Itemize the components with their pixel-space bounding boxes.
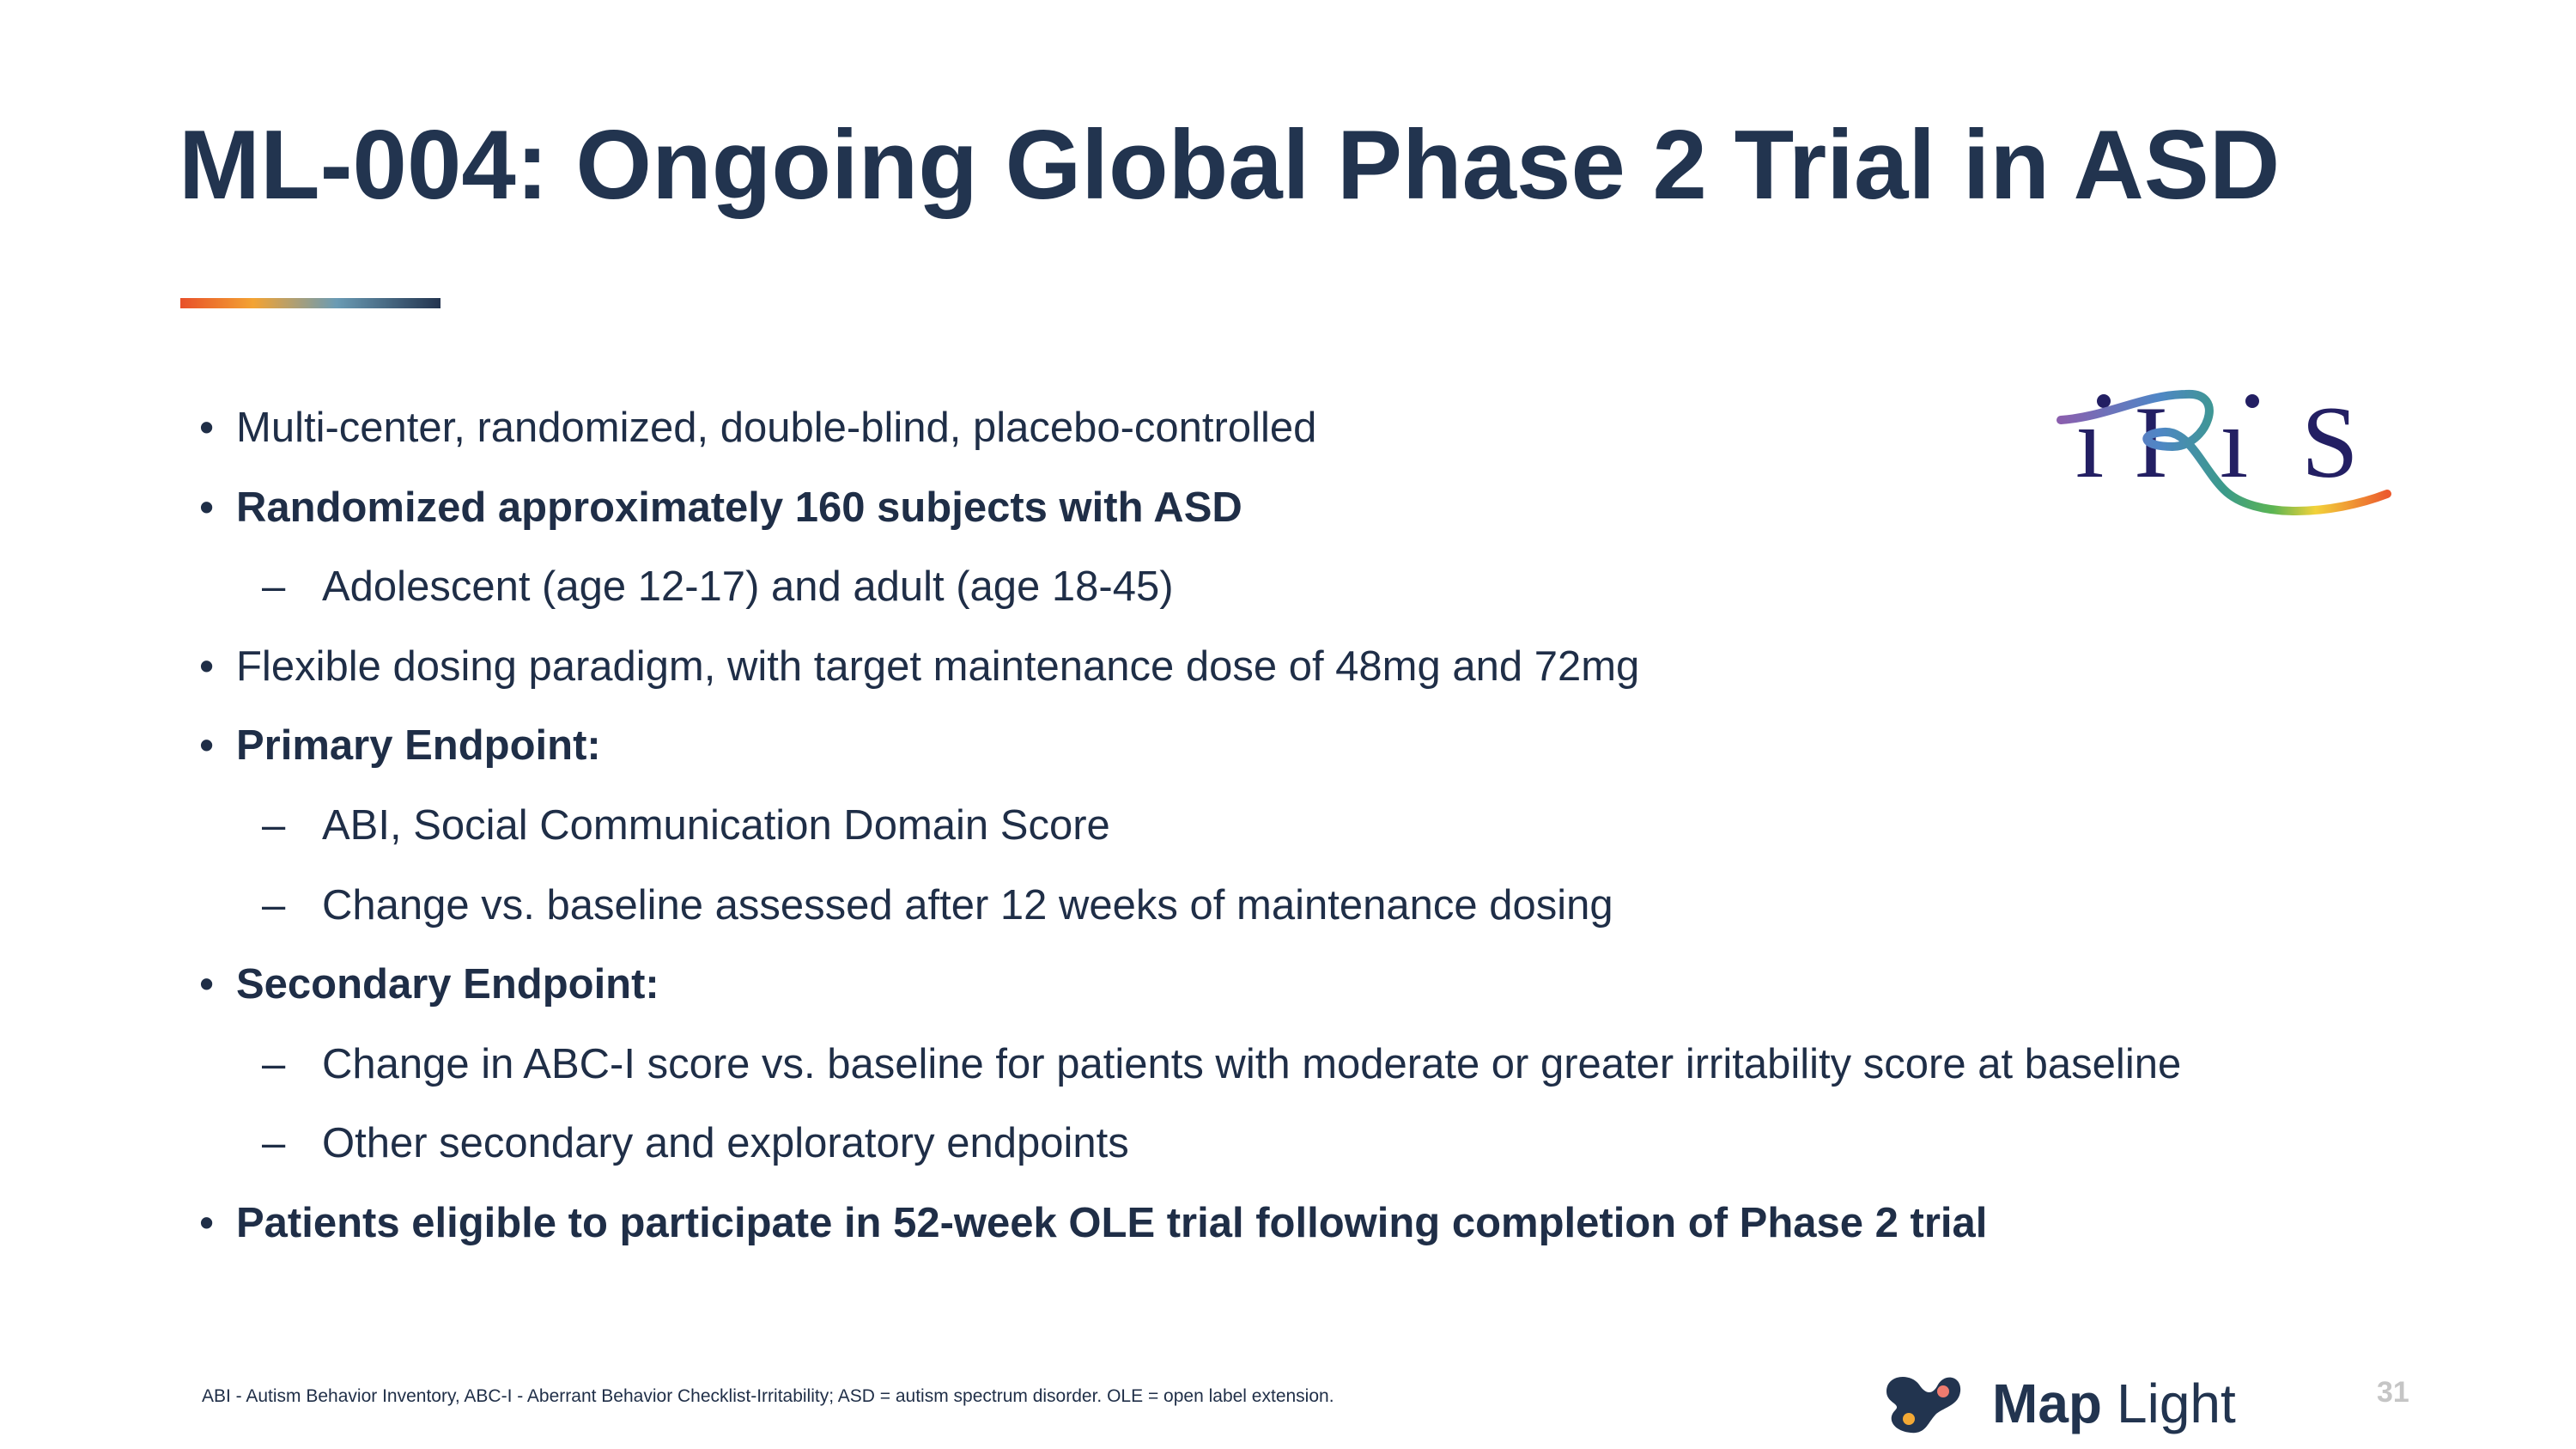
title-accent-bar [180, 298, 440, 308]
svg-text:Map: Map [1992, 1373, 2102, 1434]
iris-trial-logo: ı I ı S [2057, 385, 2391, 515]
item-text: Patients eligible to participate in 52-w… [236, 1200, 1988, 1246]
bullet-marker: • [199, 722, 215, 770]
dash-marker: – [262, 881, 286, 928]
svg-text:Light: Light [2117, 1373, 2236, 1434]
item-text: Secondary Endpoint: [236, 961, 659, 1008]
bullet-marker: • [199, 642, 215, 690]
item-text: Other secondary and exploratory endpoint… [322, 1120, 1129, 1167]
item-text: Primary Endpoint: [236, 722, 601, 770]
item-text: Multi-center, randomized, double-blind, … [236, 405, 1317, 451]
dash-marker: – [262, 802, 286, 849]
dash-marker: – [262, 563, 286, 611]
maplight-logo: Map Light [1886, 1373, 2236, 1434]
page-number: 31 [2377, 1376, 2409, 1409]
item-text: Flexible dosing paradigm, with target ma… [236, 642, 1640, 690]
bullet-marker: • [199, 1200, 215, 1246]
item-text: Change in ABC-I score vs. baseline for p… [322, 1040, 2182, 1087]
svg-text:ı: ı [2220, 385, 2248, 499]
item-text: Randomized approximately 160 subjects wi… [236, 484, 1242, 531]
dash-marker: – [262, 1120, 286, 1167]
svg-text:S: S [2301, 385, 2359, 499]
footnote: ABI - Autism Behavior Inventory, ABC-I -… [202, 1386, 1334, 1406]
item-text: Adolescent (age 12-17) and adult (age 18… [322, 563, 1174, 611]
slide-title: ML-004: Ongoing Global Phase 2 Trial in … [179, 111, 2281, 220]
item-text: Change vs. baseline assessed after 12 we… [322, 881, 1613, 928]
bullet-marker: • [199, 405, 215, 451]
bullet-marker: • [199, 484, 215, 531]
dash-marker: – [262, 1040, 286, 1087]
item-text: ABI, Social Communication Domain Score [322, 802, 1110, 849]
bullet-marker: • [199, 961, 215, 1008]
